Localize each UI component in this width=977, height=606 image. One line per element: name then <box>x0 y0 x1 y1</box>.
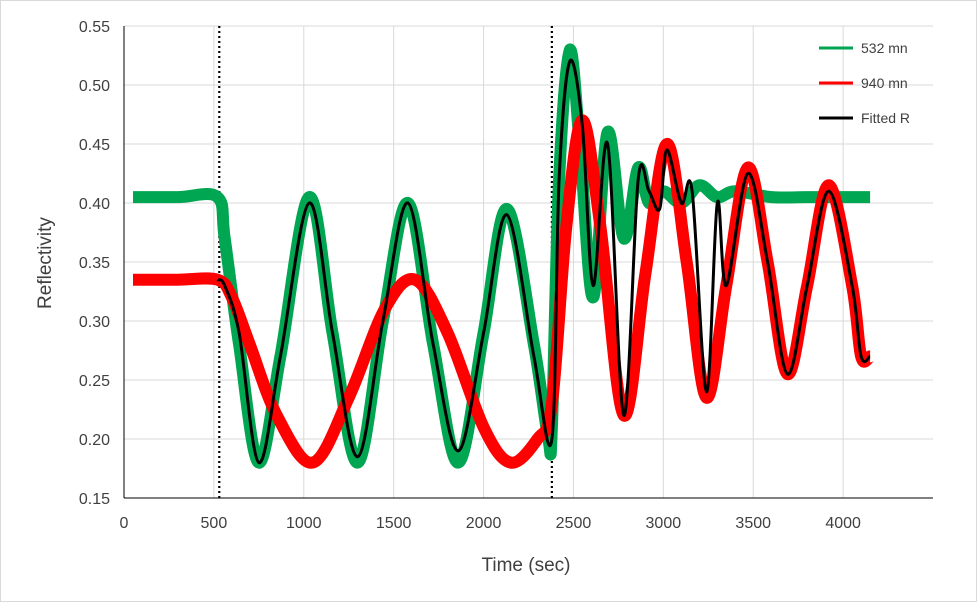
x-tick-label: 2500 <box>556 515 592 532</box>
series-line-fitted-r <box>216 58 871 465</box>
series-line-532-mn <box>133 43 871 469</box>
x-tick-label: 1500 <box>376 515 412 532</box>
x-tick-label: 3500 <box>735 515 771 532</box>
y-tick-label: 0.40 <box>79 196 110 213</box>
y-tick-label: 0.55 <box>79 19 110 36</box>
legend: 532 mn 940 mn Fitted R <box>819 40 910 126</box>
x-tick-label: 500 <box>201 515 228 532</box>
y-tick-label: 0.25 <box>79 373 110 390</box>
y-tick-label: 0.20 <box>79 432 110 449</box>
axis-layer <box>123 26 933 499</box>
x-tick-label: 3000 <box>646 515 682 532</box>
y-tick-label: 0.30 <box>79 314 110 331</box>
legend-label-532-mn: 532 mn <box>861 40 908 56</box>
tick-layer: 0 500 1000 1500 2000 2500 3000 3500 4000 0.15 0.20… <box>79 19 861 532</box>
series-layer <box>132 43 875 469</box>
y-tick-label: 0.50 <box>79 78 110 95</box>
y-tick-label: 0.35 <box>79 255 110 272</box>
legend-label-fitted-r: Fitted R <box>861 110 910 126</box>
legend-label-940-mn: 940 mn <box>861 75 908 91</box>
y-axis-title: Reflectivity <box>35 217 56 309</box>
x-tick-label: 2000 <box>466 515 502 532</box>
x-tick-label: 0 <box>120 515 129 532</box>
y-tick-label: 0.15 <box>79 491 110 508</box>
y-tick-label: 0.45 <box>79 137 110 154</box>
x-tick-label: 1000 <box>286 515 322 532</box>
x-tick-label: 4000 <box>825 515 861 532</box>
x-axis-title: Time (sec) <box>481 555 570 576</box>
